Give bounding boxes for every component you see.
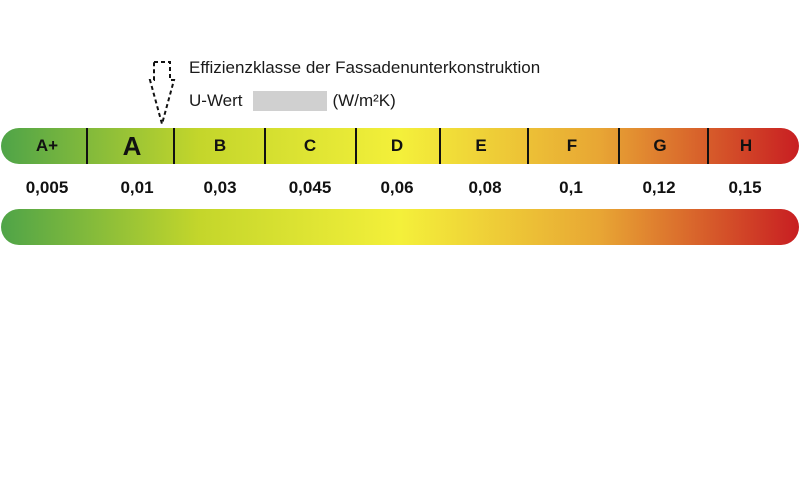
class-label-a-plus: A+ [35,136,59,155]
class-label-a: A [122,131,142,161]
arrow-down-icon [148,61,176,128]
gradient-band [1,209,799,245]
class-divider [707,128,709,164]
u-value-row: U-Wert (W/m²K) [189,91,396,111]
class-label-e: E [475,136,487,155]
class-label-h: H [739,136,753,155]
class-value-g: 0,12 [642,178,676,197]
class-label-g: G [653,136,667,155]
class-value-d: 0,06 [380,178,414,197]
class-divider [527,128,529,164]
class-label-f: F [566,136,578,155]
u-value-unit: (W/m²K) [332,91,396,110]
class-band [1,128,799,164]
class-value-a: 0,01 [120,178,154,197]
class-label-b: B [213,136,227,155]
class-divider [439,128,441,164]
class-divider [264,128,266,164]
class-divider [86,128,88,164]
class-value-h: 0,15 [728,178,762,197]
class-divider [355,128,357,164]
u-value-label: U-Wert [189,91,243,110]
class-divider [618,128,620,164]
scale-title: Effizienzklasse der Fassadenunterkonstru… [189,58,541,77]
class-value-e: 0,08 [468,178,502,197]
u-value-field [252,91,327,111]
class-divider [173,128,175,164]
class-label-d: D [390,136,404,155]
class-value-b: 0,03 [203,178,237,197]
class-value-f: 0,1 [559,178,583,197]
class-value-a-plus: 0,005 [25,178,69,197]
class-label-c: C [303,136,317,155]
class-value-c: 0,045 [288,178,332,197]
